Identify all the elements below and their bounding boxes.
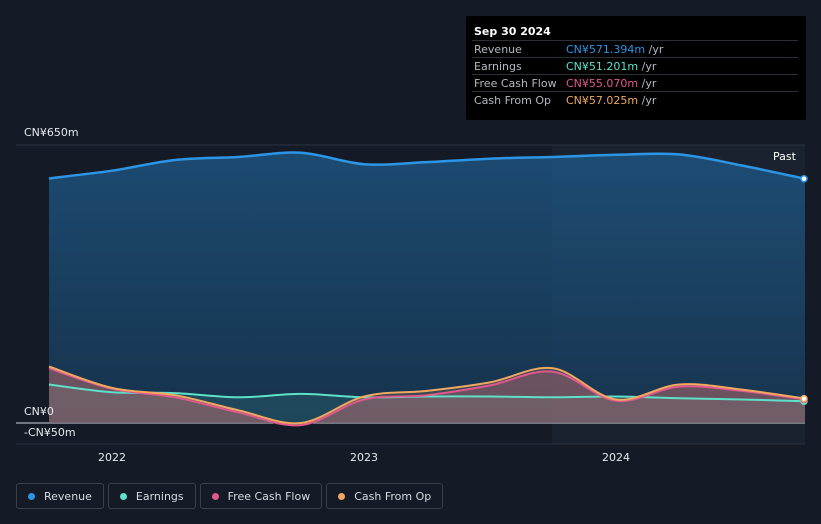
cash-from-op-line [48, 365, 806, 425]
tooltip-row-label: Earnings [474, 60, 522, 73]
revenue-area [49, 152, 805, 424]
tooltip-row-label: Free Cash Flow [474, 77, 557, 90]
legend-item-earnings[interactable]: Earnings [107, 483, 196, 509]
free-cash-flow-dot-icon [211, 492, 219, 500]
tooltip-row-value: CN¥571.394m /yr [566, 43, 664, 56]
x-tick-label-2023: 2023 [350, 451, 378, 464]
legend-label: Earnings [135, 489, 184, 503]
revenue-line [48, 151, 806, 181]
legend-label: Free Cash Flow [227, 489, 311, 503]
tooltip-date: Sep 30 2024 [474, 25, 551, 38]
legend-item-cash-from-op[interactable]: Cash From Op [326, 483, 444, 509]
free-cash-flow-line [48, 367, 806, 427]
legend-label: Revenue [44, 489, 92, 503]
legend: Revenue Earnings Free Cash Flow Cash Fro… [16, 483, 444, 511]
revenue-endpoint [800, 175, 808, 183]
earnings-area [49, 384, 805, 423]
x-tick-label-2024: 2024 [602, 451, 630, 464]
tooltip-row-label: Revenue [474, 43, 522, 56]
y-tick-label-min: -CN¥50m [24, 426, 76, 439]
tooltip-row-free-cash-flow: Free Cash Flow CN¥55.070m /yr [472, 74, 798, 92]
x-tick-label-2022: 2022 [98, 451, 126, 464]
legend-item-free-cash-flow[interactable]: Free Cash Flow [199, 483, 323, 509]
y-tick-label-zero: CN¥0 [24, 405, 54, 418]
past-label: Past [773, 150, 796, 163]
tooltip-row-value: CN¥55.070m /yr [566, 77, 657, 90]
legend-label: Cash From Op [354, 489, 432, 503]
tooltip-row-value: CN¥51.201m /yr [566, 60, 657, 73]
earnings-line [48, 383, 806, 403]
series-layer [48, 151, 808, 427]
legend-item-revenue[interactable]: Revenue [16, 483, 104, 509]
revenue-dot-icon [28, 492, 35, 500]
tooltip-row-label: Cash From Op [474, 94, 552, 107]
y-tick-label-max: CN¥650m [24, 126, 79, 139]
tooltip-row-cash-from-op: Cash From Op CN¥57.025m /yr [472, 91, 798, 109]
tooltip-row-earnings: Earnings CN¥51.201m /yr [472, 57, 798, 75]
earnings-dot-icon [119, 492, 127, 500]
tooltip: Sep 30 2024 Revenue CN¥571.394m /yr Earn… [466, 16, 806, 120]
tooltip-row-value: CN¥57.025m /yr [566, 94, 657, 107]
tooltip-row-revenue: Revenue CN¥571.394m /yr [472, 40, 798, 58]
cash-from-op-endpoint [800, 394, 808, 403]
cash-from-op-dot-icon [338, 492, 346, 500]
